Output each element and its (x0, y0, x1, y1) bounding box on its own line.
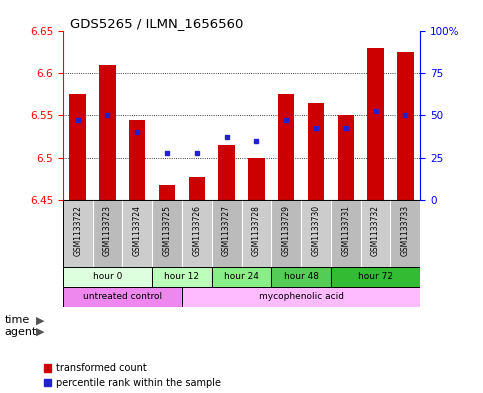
Bar (159, 185, 175, 200)
Text: GSM1133727: GSM1133727 (222, 205, 231, 256)
Bar (301, 200, 331, 267)
Bar (271, 267, 331, 286)
Bar (152, 200, 182, 267)
Text: time: time (5, 315, 30, 325)
Bar (182, 286, 420, 307)
Text: GDS5265 / ILMN_1656560: GDS5265 / ILMN_1656560 (70, 17, 243, 30)
Text: GSM1133724: GSM1133724 (133, 205, 142, 256)
Bar (331, 267, 420, 286)
Bar (338, 116, 354, 200)
Bar (122, 200, 152, 267)
Bar (278, 94, 294, 200)
Bar (182, 200, 212, 267)
Bar (129, 120, 145, 200)
Text: hour 24: hour 24 (224, 272, 259, 281)
Text: GSM1133732: GSM1133732 (371, 205, 380, 256)
Bar (248, 158, 265, 200)
Bar (242, 200, 271, 267)
Text: hour 0: hour 0 (93, 272, 122, 281)
Text: ▶: ▶ (36, 315, 45, 325)
Bar (218, 145, 235, 200)
Text: GSM1133730: GSM1133730 (312, 205, 320, 256)
Bar (331, 200, 361, 267)
Bar (212, 200, 242, 267)
Text: ▶: ▶ (36, 327, 45, 337)
Bar (390, 200, 420, 267)
Text: GSM1133723: GSM1133723 (103, 205, 112, 256)
Text: GSM1133722: GSM1133722 (73, 205, 82, 256)
Text: GSM1133733: GSM1133733 (401, 205, 410, 256)
Bar (308, 103, 324, 200)
Text: hour 48: hour 48 (284, 272, 319, 281)
Text: GSM1133731: GSM1133731 (341, 205, 350, 256)
Text: GSM1133726: GSM1133726 (192, 205, 201, 256)
Bar (99, 65, 115, 200)
Text: GSM1133729: GSM1133729 (282, 205, 291, 256)
Text: GSM1133728: GSM1133728 (252, 205, 261, 256)
Bar (397, 52, 413, 200)
Bar (93, 200, 122, 267)
Text: hour 72: hour 72 (358, 272, 393, 281)
Bar (70, 94, 86, 200)
Bar (63, 200, 93, 267)
Text: GSM1133725: GSM1133725 (163, 205, 171, 256)
Bar (152, 267, 212, 286)
Bar (361, 200, 390, 267)
Text: untreated control: untreated control (83, 292, 162, 301)
Bar (212, 267, 271, 286)
Bar (189, 177, 205, 200)
Text: hour 12: hour 12 (164, 272, 199, 281)
Bar (271, 200, 301, 267)
Legend: transformed count, percentile rank within the sample: transformed count, percentile rank withi… (43, 363, 221, 388)
Text: mycophenolic acid: mycophenolic acid (258, 292, 343, 301)
Bar (63, 267, 152, 286)
Text: agent: agent (5, 327, 37, 337)
Bar (368, 48, 384, 200)
Bar (63, 286, 182, 307)
